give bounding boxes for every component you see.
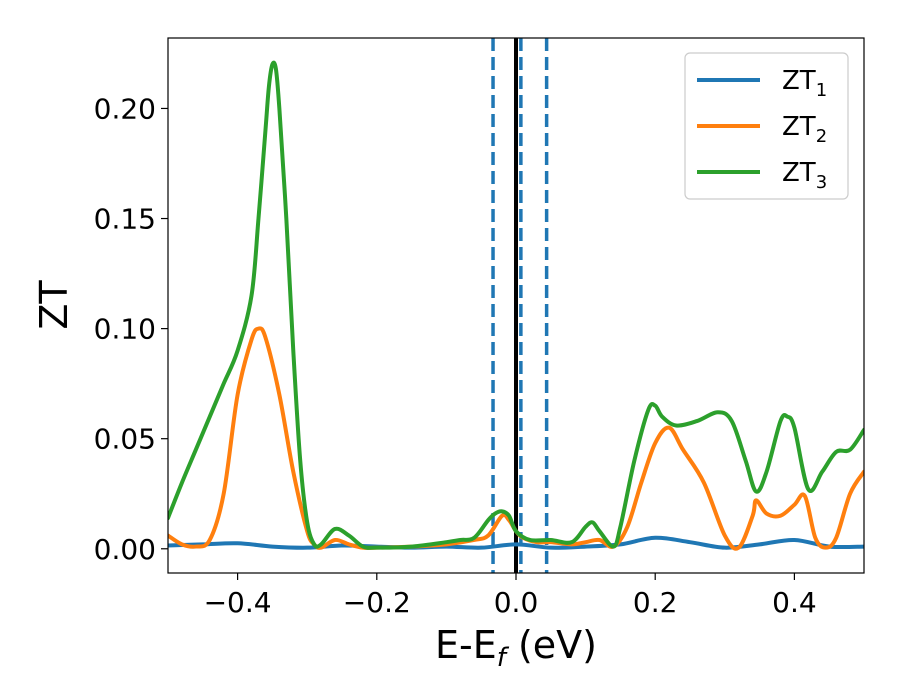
x-tick-label: 0.0 xyxy=(494,586,539,619)
legend-label-zt3: ZT3 xyxy=(782,158,827,193)
legend-label-zt2: ZT2 xyxy=(782,112,827,147)
series-lines xyxy=(168,60,864,551)
y-tick-label: 0.00 xyxy=(94,533,156,566)
series-line-zt1 xyxy=(168,535,864,550)
y-tick-label: 0.05 xyxy=(94,423,156,456)
x-tick-label: −0.4 xyxy=(204,586,272,619)
x-axis-label: E-Ef (eV) xyxy=(435,623,597,673)
y-tick-label: 0.10 xyxy=(94,313,156,346)
x-tick-label: −0.2 xyxy=(343,586,411,619)
x-tick-label: 0.2 xyxy=(633,586,678,619)
y-tick-label: 0.15 xyxy=(94,203,156,236)
legend-label-zt1: ZT1 xyxy=(782,66,827,101)
legend-box xyxy=(684,52,849,200)
y-axis-label: ZT xyxy=(32,280,76,330)
x-axis-label-main: E-E xyxy=(435,623,497,667)
series-line-zt3 xyxy=(168,60,864,550)
y-axis-ticks: 0.00 0.05 0.10 0.15 0.20 xyxy=(94,92,168,566)
x-axis-label-unit: (eV) xyxy=(506,623,597,667)
x-axis-ticks: −0.4 −0.2 0.0 0.2 0.4 xyxy=(204,573,817,619)
y-tick-label: 0.20 xyxy=(94,92,156,125)
legend: ZT1 ZT2 ZT3 xyxy=(684,52,849,200)
reference-lines xyxy=(491,38,549,573)
x-tick-label: 0.4 xyxy=(772,586,817,619)
